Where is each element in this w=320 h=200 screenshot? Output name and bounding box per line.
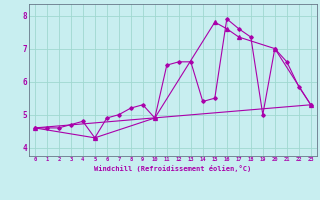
X-axis label: Windchill (Refroidissement éolien,°C): Windchill (Refroidissement éolien,°C) — [94, 165, 252, 172]
